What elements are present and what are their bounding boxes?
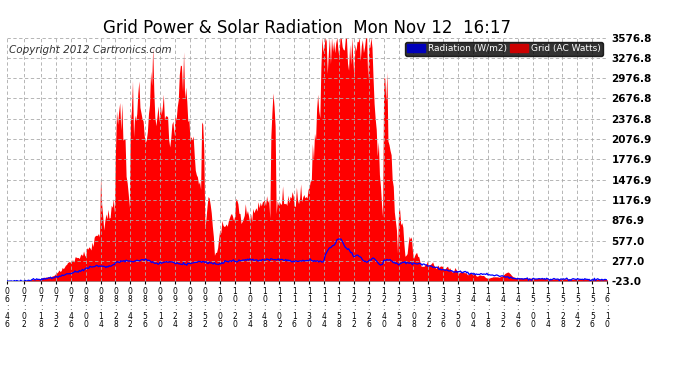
Legend: Radiation (W/m2), Grid (AC Watts): Radiation (W/m2), Grid (AC Watts) [405,42,602,56]
Title: Grid Power & Solar Radiation  Mon Nov 12  16:17: Grid Power & Solar Radiation Mon Nov 12 … [103,20,511,38]
Text: Copyright 2012 Cartronics.com: Copyright 2012 Cartronics.com [9,45,171,55]
